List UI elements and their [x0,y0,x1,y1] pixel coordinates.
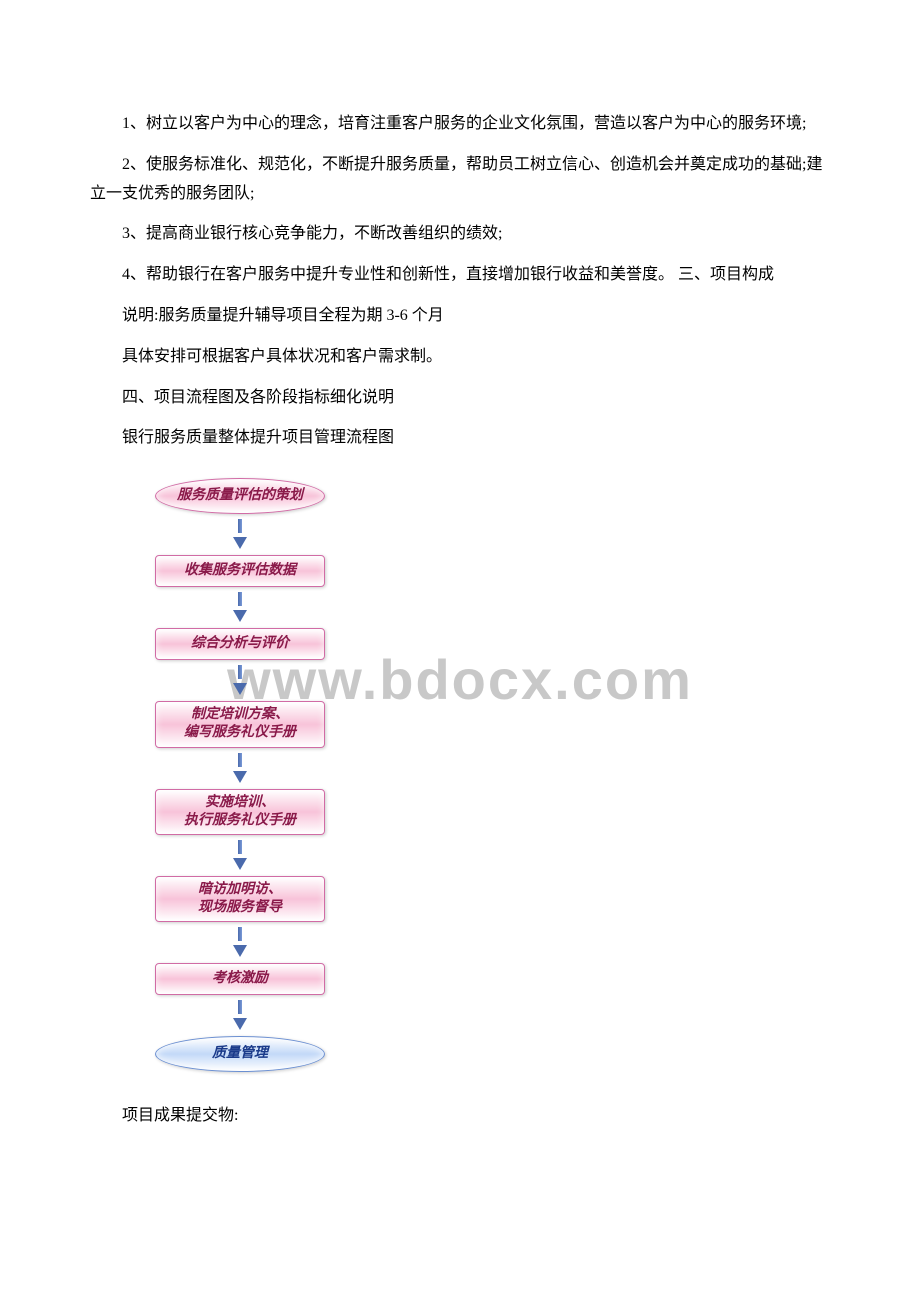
flowchart-node-4: 实施培训、执行服务礼仪手册 [155,789,325,835]
paragraph-5: 说明:服务质量提升辅导项目全程为期 3-6 个月 [90,302,830,331]
flowchart-arrow-5 [233,922,247,963]
flowchart-arrow-2 [233,660,247,701]
flowchart-node-3: 制定培训方案、编写服务礼仪手册 [155,701,325,747]
flowchart-node-1: 收集服务评估数据 [155,555,325,587]
flowchart-node-2: 综合分析与评价 [155,628,325,660]
flowchart-node-6: 考核激励 [155,963,325,995]
paragraph-4: 4、帮助银行在客户服务中提升专业性和创新性，直接增加银行收益和美誉度。 三、项目… [90,261,830,290]
flowchart-node-5: 暗访加明访、现场服务督导 [155,876,325,922]
flowchart-arrow-0 [233,514,247,555]
flowchart-arrow-1 [233,587,247,628]
paragraph-1: 1、树立以客户为中心的理念，培育注重客户服务的企业文化氛围，营造以客户为中心的服… [90,110,830,139]
flowchart-node-0: 服务质量评估的策划 [155,478,325,514]
flowchart-arrow-6 [233,995,247,1036]
paragraph-8: 银行服务质量整体提升项目管理流程图 [90,424,830,453]
flowchart-arrow-3 [233,748,247,789]
paragraph-3: 3、提高商业银行核心竞争能力，不断改善组织的绩效; [90,220,830,249]
flowchart-node-7: 质量管理 [155,1036,325,1072]
paragraph-2: 2、使服务标准化、规范化，不断提升服务质量，帮助员工树立信心、创造机会并奠定成功… [90,151,830,209]
flowchart-container: 服务质量评估的策划收集服务评估数据综合分析与评价制定培训方案、编写服务礼仪手册实… [145,478,335,1072]
paragraph-9: 项目成果提交物: [90,1102,830,1131]
paragraph-6: 具体安排可根据客户具体状况和客户需求制。 [90,343,830,372]
flowchart-arrow-4 [233,835,247,876]
paragraph-7: 四、项目流程图及各阶段指标细化说明 [90,384,830,413]
